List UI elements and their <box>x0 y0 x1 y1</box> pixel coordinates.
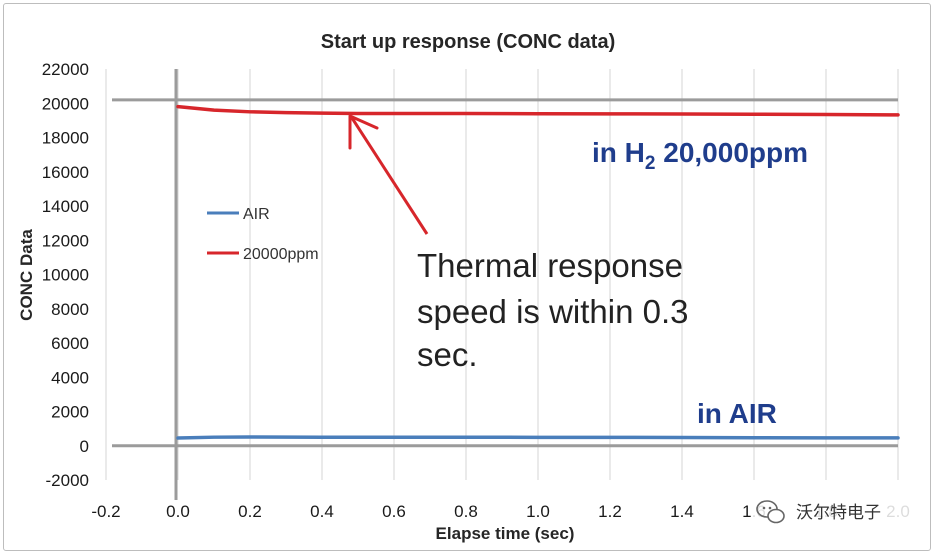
x-axis-title: Elapse time (sec) <box>436 524 575 543</box>
chart-title: Start up response (CONC data) <box>321 31 615 53</box>
watermark-text: 沃尔特电子 <box>796 503 881 523</box>
annotation-note-line-1: Thermal response <box>417 247 683 284</box>
series-line-air <box>176 435 900 440</box>
x-tick-label: 0.2 <box>238 502 262 521</box>
y-tick-label: 6000 <box>51 334 89 353</box>
annotation-arrow <box>348 114 429 235</box>
y-tick-label: 0 <box>80 437 89 456</box>
y-tick-label: -2000 <box>46 471 89 490</box>
legend: AIR 20000ppm <box>207 206 319 263</box>
x-tick-label: -0.2 <box>91 502 120 521</box>
y-tick-label: 12000 <box>42 231 89 250</box>
watermark: 沃尔特电子 <box>752 495 912 527</box>
y-tick-label: 8000 <box>51 300 89 319</box>
annotation-h2-prefix: in H <box>592 137 645 168</box>
y-tick-label: 14000 <box>42 197 89 216</box>
x-tick-label: 1.0 <box>526 502 550 521</box>
x-tick-label: 0.4 <box>310 502 334 521</box>
grid-layer <box>105 69 899 480</box>
reference-lines <box>112 69 898 500</box>
x-tick-label: 0.0 <box>166 502 190 521</box>
series-layer <box>176 104 900 440</box>
y-tick-label: 20000 <box>42 94 89 113</box>
y-tick-label: 4000 <box>51 368 89 387</box>
annotation-air-label: in AIR <box>697 398 777 429</box>
y-tick-label: 2000 <box>51 403 89 422</box>
x-tick-label: 0.6 <box>382 502 406 521</box>
legend-label-20000ppm: 20000ppm <box>243 246 319 263</box>
y-axis-title: CONC Data <box>17 229 36 321</box>
wechat-icon <box>756 500 785 524</box>
annotation-h2-subscript: 2 <box>645 153 656 174</box>
series-line-20000ppm <box>176 104 900 117</box>
y-tick-label: 18000 <box>42 129 89 148</box>
y-tick-label: 16000 <box>42 163 89 182</box>
annotation-h2-suffix: 20,000ppm <box>655 137 808 168</box>
annotation-note-line-2: speed is within 0.3 <box>417 293 689 330</box>
legend-label-air: AIR <box>243 206 270 223</box>
x-tick-label: 1.2 <box>598 502 622 521</box>
annotation-note-line-3: sec. <box>417 336 478 373</box>
x-tick-label: 1.4 <box>670 502 694 521</box>
chart-frame <box>3 3 931 551</box>
y-tick-labels: -2000 0 2000 4000 6000 8000 10000 12000 14000 160… <box>42 60 89 490</box>
annotation-h2-label: in H2 20,000ppm <box>592 137 808 174</box>
y-tick-label: 10000 <box>42 266 89 285</box>
y-tick-label: 22000 <box>42 60 89 79</box>
x-tick-label: 0.8 <box>454 502 478 521</box>
